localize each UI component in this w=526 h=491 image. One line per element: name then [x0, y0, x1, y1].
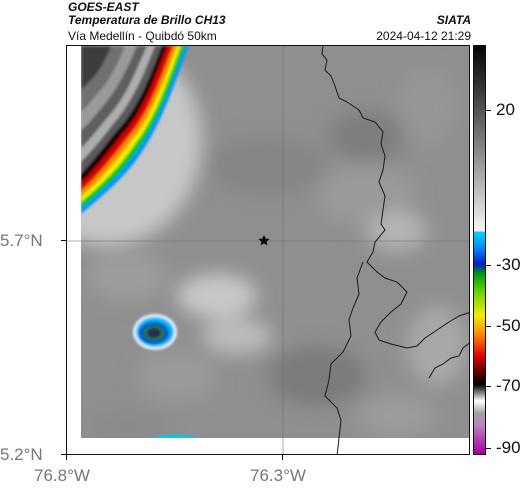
colorbar-tick	[486, 386, 491, 387]
product-title: GOES-EAST	[68, 0, 139, 14]
lon-tick	[282, 455, 283, 460]
colorbar-label: -50	[496, 316, 521, 335]
colorbar	[473, 45, 486, 455]
lat-label: 5.7°N	[0, 231, 43, 250]
storm-cell	[81, 46, 189, 214]
map-image	[67, 46, 469, 454]
timestamp-label: 2024-04-12 21:29	[376, 29, 471, 43]
colorbar-tick	[486, 110, 491, 111]
region-subtitle: Vía Medellín - Quibdó 50km	[68, 29, 217, 43]
agency-label: SIATA	[436, 13, 471, 27]
department-borders	[321, 46, 469, 454]
channel-title: Temperatura de Brillo CH13	[68, 13, 226, 27]
colorbar-label: 20	[496, 100, 515, 119]
colorbar-label: -30	[496, 255, 521, 274]
satellite-map	[66, 45, 470, 455]
cold-cell	[133, 314, 177, 350]
lon-label: 76.3°W	[250, 466, 306, 485]
colorbar-tick	[486, 265, 491, 266]
star-marker	[258, 235, 270, 246]
colorbar-tick	[486, 326, 491, 327]
lat-tick	[61, 240, 66, 241]
colorbar-label: -70	[496, 376, 521, 395]
lon-label: 76.8°W	[34, 466, 90, 485]
colorbar-label: -90	[496, 438, 521, 457]
lat-label: 5.2°N	[0, 445, 43, 464]
lat-tick	[61, 454, 66, 455]
colorbar-tick	[486, 448, 491, 449]
lon-tick	[66, 455, 67, 460]
